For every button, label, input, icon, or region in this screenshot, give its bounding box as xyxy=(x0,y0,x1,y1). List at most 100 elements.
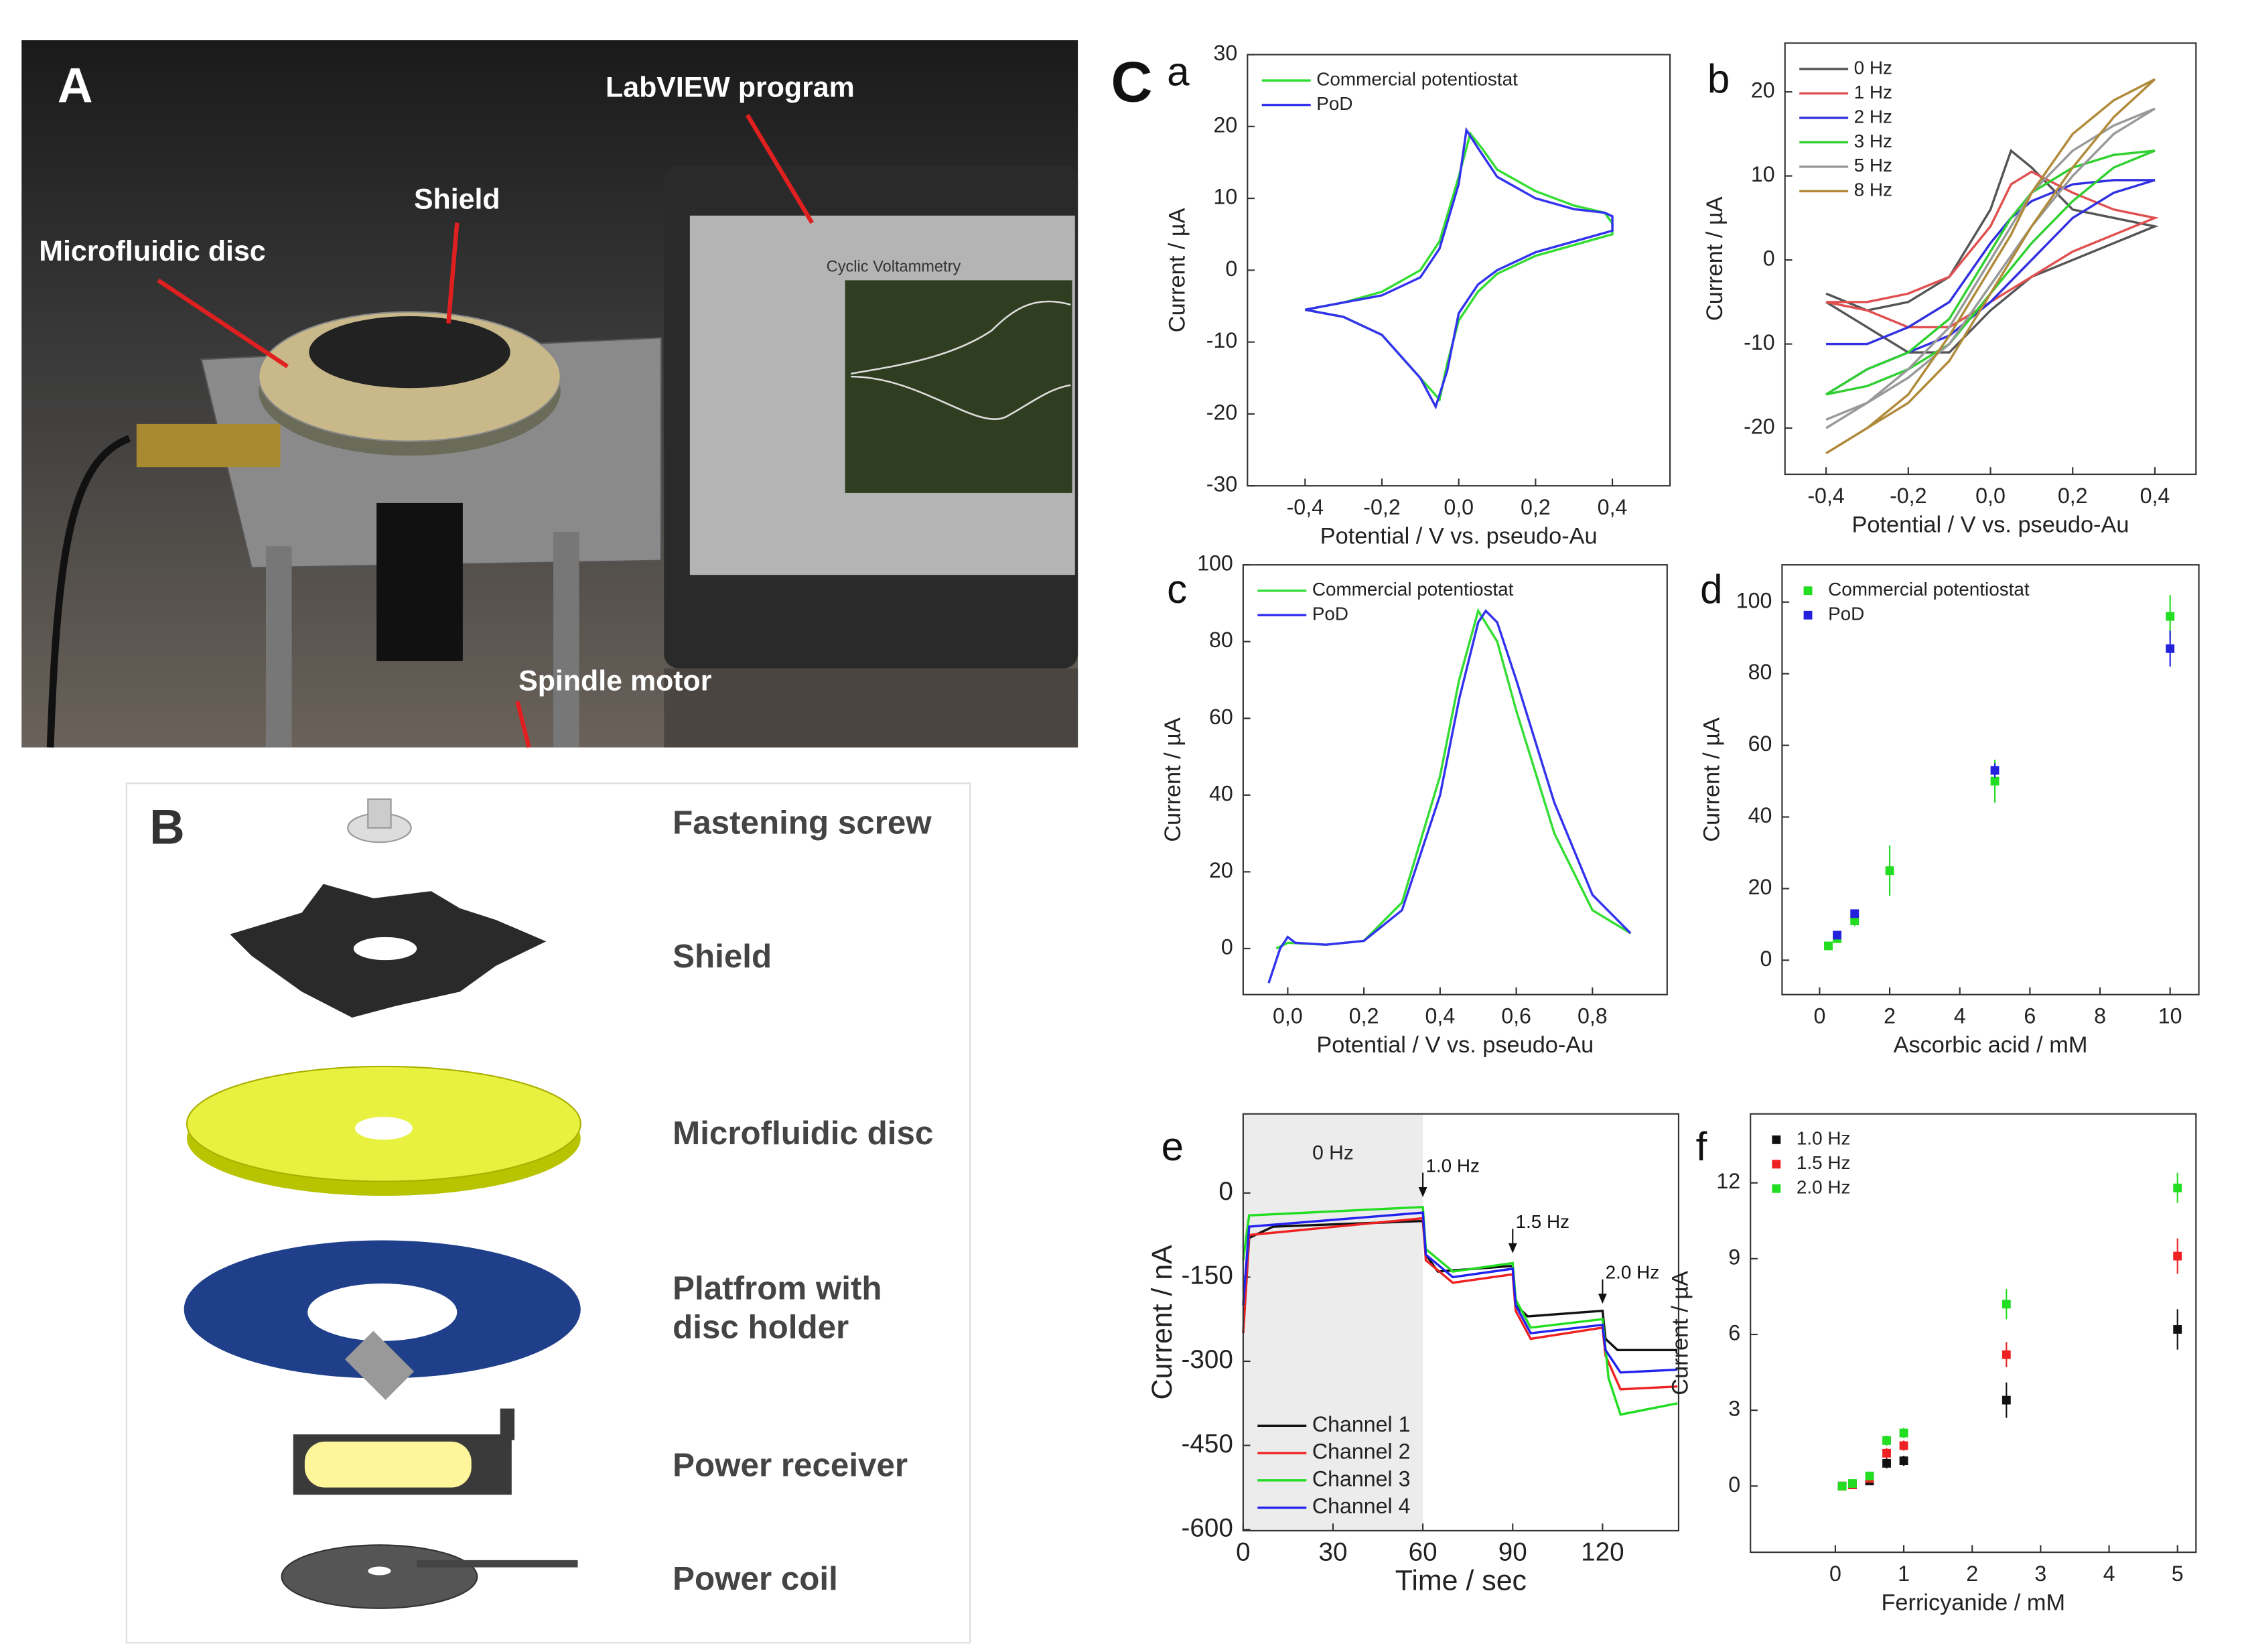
x-tick-label: -0,4 xyxy=(1807,484,1844,508)
annotation: 1.5 Hz xyxy=(1516,1211,1570,1232)
charts: -0,4 -0,2 0,0 0,2 0,4-30-20-100102030Potenti… xyxy=(1146,41,2200,1615)
data-point xyxy=(1865,1471,1874,1481)
data-point xyxy=(1837,1481,1847,1491)
y-axis-label: Current / nA xyxy=(1146,1245,1178,1400)
legend-marker xyxy=(1772,1160,1781,1169)
annotation-arrowhead xyxy=(1418,1187,1427,1198)
cable xyxy=(46,435,131,748)
part-label: Microfluidic disc xyxy=(673,1115,933,1152)
x-tick-label: 0,0 xyxy=(1975,484,2006,508)
y-tick-label: 60 xyxy=(1209,705,1233,729)
chart: -0,4 -0,2 0,0 0,2 0,4 -20 -10 0 10 20 Potential / … xyxy=(1702,42,2197,537)
series-line xyxy=(1267,609,1632,984)
y-tick-label: 100 xyxy=(1197,551,1233,575)
keyboard xyxy=(664,668,1078,748)
panel-label: A xyxy=(58,58,93,113)
x-tick-label: 0 xyxy=(1813,1004,1825,1028)
y-tick-label: 20 xyxy=(1748,875,1772,899)
legend-label: 1.0 Hz xyxy=(1797,1128,1851,1149)
chart: 0,0 0,2 0,4 0,6 0,8 0 20 40 60 80 100 Potential / V… xyxy=(1160,551,1668,1058)
y-tick-label: 0 xyxy=(1760,947,1772,971)
pcb-connector xyxy=(136,423,281,468)
coil-hole xyxy=(368,1566,391,1576)
screen-curve xyxy=(850,300,1071,421)
x-tick-label: 120 xyxy=(1581,1537,1624,1566)
data-point xyxy=(1899,1456,1908,1466)
screen-plot xyxy=(845,280,1072,493)
y-tick-label: -30 xyxy=(1206,472,1238,496)
motor xyxy=(376,502,463,661)
x-tick-label: 90 xyxy=(1498,1537,1527,1566)
data-point xyxy=(1850,909,1860,918)
photo-annotation: LabVIEW program xyxy=(606,71,855,103)
legend-label: 8 Hz xyxy=(1854,180,1892,200)
x-tick-label: 4 xyxy=(2103,1562,2115,1586)
part-label: Fastening screw xyxy=(673,805,932,841)
y-tick-label: -300 xyxy=(1182,1345,1233,1374)
receiver-tab xyxy=(500,1408,515,1440)
y-tick-label: -20 xyxy=(1206,400,1238,424)
panel-label: c xyxy=(1167,567,1187,612)
series-line xyxy=(1825,149,2159,354)
x-axis-label: Time / sec xyxy=(1395,1564,1527,1596)
table-leg xyxy=(265,546,292,748)
x-tick-label: 0 xyxy=(1829,1562,1841,1586)
data-point xyxy=(2173,1183,2182,1192)
legend-label: 1 Hz xyxy=(1854,82,1892,102)
data-point xyxy=(2166,612,2175,621)
x-tick-label: 10 xyxy=(2158,1004,2182,1028)
chip xyxy=(344,1330,415,1400)
x-tick-label: 0,4 xyxy=(1425,1004,1455,1028)
data-point xyxy=(1899,1441,1908,1450)
legend-label: Channel 2 xyxy=(1312,1440,1411,1464)
data-point xyxy=(1885,866,1894,876)
data-point xyxy=(1882,1448,1891,1458)
legend-marker xyxy=(1772,1184,1781,1193)
panel-group-label: C xyxy=(1111,50,1152,114)
diagram-labels: Fastening screw Shield Microfluidic disc Pl… xyxy=(673,805,933,1598)
y-tick-label: -10 xyxy=(1744,330,1775,354)
y-tick-label: 10 xyxy=(1213,185,1237,209)
y-tick-label: 20 xyxy=(1213,113,1237,137)
data-point xyxy=(2002,1350,2011,1359)
x-tick-label: -0,2 xyxy=(1890,484,1926,508)
legend-label: Commercial potentiostat xyxy=(1312,579,1514,600)
y-tick-label: -20 xyxy=(1744,414,1775,438)
series-line xyxy=(1825,107,2156,429)
y-tick-label: 20 xyxy=(1751,78,1775,102)
legend-label: 2.0 Hz xyxy=(1797,1177,1851,1198)
x-axis-label: Ferricyanide / mM xyxy=(1881,1590,2065,1615)
series-line xyxy=(1304,127,1614,410)
plot-frame xyxy=(1242,1113,1680,1531)
legend-label: Channel 3 xyxy=(1312,1466,1411,1491)
x-tick-label: 0,2 xyxy=(1349,1004,1379,1028)
y-axis-label: Current / µA xyxy=(1164,208,1190,332)
part-label: Shield xyxy=(673,938,772,975)
x-tick-label: 4 xyxy=(1954,1004,1966,1028)
plot-frame xyxy=(1242,564,1668,995)
y-tick-label: 9 xyxy=(1728,1245,1740,1269)
data-point xyxy=(1990,776,2000,786)
x-tick-label: 0,2 xyxy=(2058,484,2088,508)
part-label: Power coil xyxy=(673,1560,838,1597)
part-label: Platfrom with xyxy=(673,1270,882,1307)
legend-label: Channel 4 xyxy=(1312,1494,1411,1518)
y-axis-label: Current / µA xyxy=(1699,717,1724,842)
photo-annotation: Shield xyxy=(414,184,500,216)
data-point xyxy=(2173,1251,2182,1261)
shaded-region xyxy=(1243,1113,1423,1531)
legend-label: Channel 1 xyxy=(1312,1412,1411,1436)
data-point xyxy=(2002,1300,2011,1309)
x-axis-label: Potential / V vs. pseudo-Au xyxy=(1852,512,2129,537)
data-point xyxy=(1882,1458,1891,1468)
y-tick-label: 12 xyxy=(1716,1169,1740,1193)
panel-label: a xyxy=(1167,49,1190,94)
y-tick-label: 0 xyxy=(1218,1177,1233,1206)
data-point xyxy=(1899,1428,1908,1438)
y-tick-label: 3 xyxy=(1728,1397,1740,1421)
y-tick-label: 60 xyxy=(1748,732,1772,756)
screw xyxy=(367,798,392,829)
x-axis-label: Potential / V vs. pseudo-Au xyxy=(1320,523,1598,549)
part-label: Power receiver xyxy=(673,1447,908,1484)
